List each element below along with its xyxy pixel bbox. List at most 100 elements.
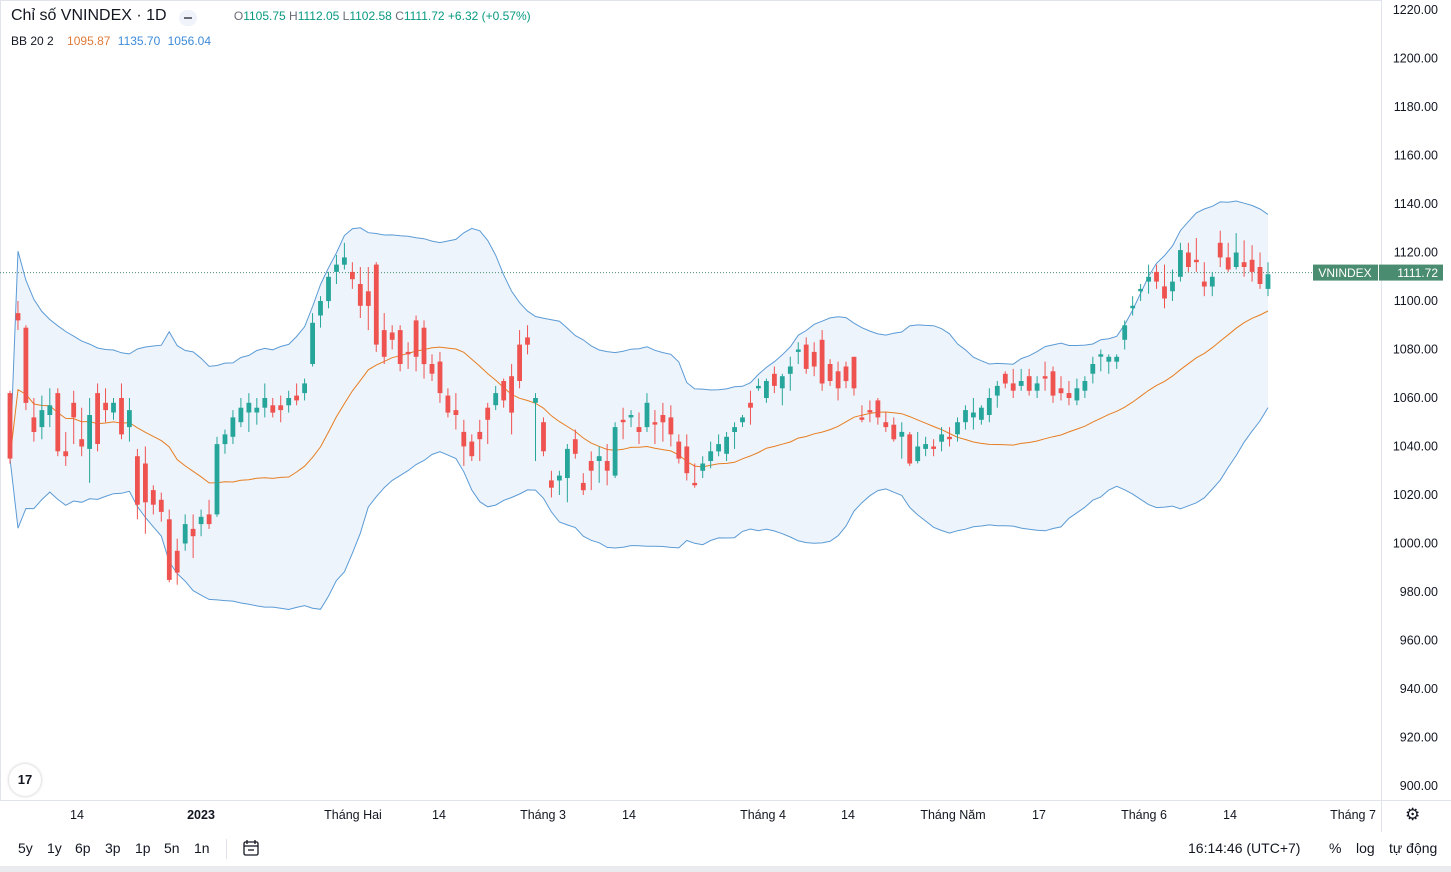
candle-body bbox=[1265, 274, 1271, 289]
candle-body bbox=[127, 410, 132, 428]
candle-body bbox=[222, 434, 228, 445]
bb-upper-line bbox=[9, 200, 1269, 459]
candle-body bbox=[660, 415, 666, 423]
candle-body bbox=[31, 417, 37, 432]
candle-body bbox=[565, 448, 570, 478]
candle-body bbox=[517, 344, 522, 381]
bb-middle-value: 1095.87 bbox=[67, 34, 111, 48]
y-tick-label: 1100.00 bbox=[1394, 294, 1438, 308]
candle-body bbox=[119, 398, 124, 435]
bottom-toolbar: 5y 1y 6p 3p 1p 5n 1n 16:14:46 (UTC+7) % … bbox=[0, 832, 1451, 866]
candle-body bbox=[421, 327, 427, 365]
candle-body bbox=[405, 351, 411, 355]
candle-body bbox=[986, 398, 992, 415]
candle-body bbox=[628, 415, 634, 418]
candle-body bbox=[931, 446, 936, 449]
date-range-icon[interactable] bbox=[242, 839, 260, 857]
change-value: +6.32 (+0.57%) bbox=[447, 9, 531, 23]
candle-body bbox=[111, 402, 116, 413]
candle-body bbox=[270, 405, 276, 413]
candle-body bbox=[1130, 305, 1136, 309]
candle-body bbox=[389, 332, 395, 340]
x-tick-label: 17 bbox=[1032, 808, 1046, 822]
range-1d-button[interactable]: 1n bbox=[194, 840, 210, 856]
candle-body bbox=[620, 419, 626, 423]
candle-body bbox=[644, 402, 650, 428]
candle-body bbox=[1074, 388, 1080, 401]
candle-body bbox=[373, 264, 379, 345]
candle-body bbox=[994, 385, 1000, 396]
symbol-title[interactable]: Chỉ số VNINDEX · 1D bbox=[11, 7, 167, 24]
candle-body bbox=[429, 364, 435, 374]
candle-body bbox=[15, 313, 21, 321]
candle-body bbox=[851, 356, 857, 389]
range-6m-button[interactable]: 6p bbox=[75, 840, 91, 856]
candle-body bbox=[501, 381, 507, 401]
candle-body bbox=[867, 410, 873, 413]
auto-scale-button[interactable]: tự động bbox=[1389, 840, 1438, 856]
clock-readout[interactable]: 16:14:46 (UTC+7) bbox=[1188, 840, 1301, 856]
y-tick-label: 1140.00 bbox=[1394, 197, 1438, 211]
candle-body bbox=[334, 264, 339, 272]
candle-body bbox=[533, 398, 538, 403]
candle-body bbox=[787, 366, 793, 374]
collapse-legend-button[interactable] bbox=[179, 10, 197, 26]
candle-body bbox=[477, 431, 483, 440]
candle-body bbox=[724, 436, 729, 454]
candle-body bbox=[1209, 276, 1215, 287]
candle-body bbox=[437, 361, 443, 394]
candle-body bbox=[150, 490, 156, 505]
bb-indicator-legend[interactable]: BB 20 2 1095.87 1135.70 1056.04 bbox=[11, 34, 211, 48]
x-tick-label: 14 bbox=[622, 808, 636, 822]
candle-body bbox=[135, 456, 140, 505]
candle-body bbox=[843, 366, 849, 382]
candle-body bbox=[166, 519, 172, 580]
candle-body bbox=[485, 407, 491, 420]
candle-body bbox=[557, 475, 562, 481]
candle-body bbox=[1233, 252, 1239, 267]
candle-body bbox=[23, 327, 29, 403]
candle-body bbox=[939, 434, 944, 442]
candle-body bbox=[397, 330, 403, 364]
candle-body bbox=[87, 415, 92, 449]
range-5d-button[interactable]: 5n bbox=[164, 840, 180, 856]
range-1m-button[interactable]: 1p bbox=[135, 840, 151, 856]
candle-body bbox=[453, 410, 459, 415]
range-1y-button[interactable]: 1y bbox=[47, 840, 62, 856]
x-tick-label: 14 bbox=[432, 808, 446, 822]
low-value: 1102.58 bbox=[349, 9, 392, 23]
price-label-name-bg bbox=[1313, 264, 1378, 281]
candle-body bbox=[947, 436, 952, 440]
candle-body bbox=[1138, 288, 1143, 292]
close-label: C bbox=[395, 9, 404, 23]
log-scale-button[interactable]: log bbox=[1356, 840, 1375, 856]
candle-body bbox=[612, 427, 618, 476]
candle-body bbox=[772, 373, 777, 386]
range-5y-button[interactable]: 5y bbox=[18, 840, 33, 856]
candle-body bbox=[835, 371, 841, 389]
candle-body bbox=[971, 412, 976, 418]
candle-body bbox=[883, 422, 889, 428]
candle-body bbox=[708, 451, 714, 461]
y-tick-label: 980.00 bbox=[1400, 585, 1438, 599]
tradingview-logo-icon[interactable]: 17 bbox=[9, 764, 41, 796]
candle-body bbox=[1194, 259, 1199, 263]
candle-body bbox=[318, 301, 323, 316]
candle-body bbox=[907, 434, 913, 464]
bb-label: BB 20 2 bbox=[11, 34, 54, 48]
y-tick-label: 1060.00 bbox=[1393, 391, 1438, 405]
candle-body bbox=[302, 383, 307, 394]
gear-icon[interactable]: ⚙ bbox=[1405, 805, 1421, 824]
x-tick-label: 14 bbox=[1223, 808, 1237, 822]
candle-body bbox=[445, 395, 451, 413]
candle-body bbox=[1010, 383, 1016, 391]
range-3m-button[interactable]: 3p bbox=[105, 840, 121, 856]
x-tick-label: Tháng Năm bbox=[920, 808, 985, 822]
candle-body bbox=[525, 337, 530, 345]
candle-body bbox=[357, 284, 363, 306]
percent-scale-button[interactable]: % bbox=[1329, 840, 1342, 856]
candle-body bbox=[819, 339, 825, 384]
candle-body bbox=[684, 446, 690, 474]
